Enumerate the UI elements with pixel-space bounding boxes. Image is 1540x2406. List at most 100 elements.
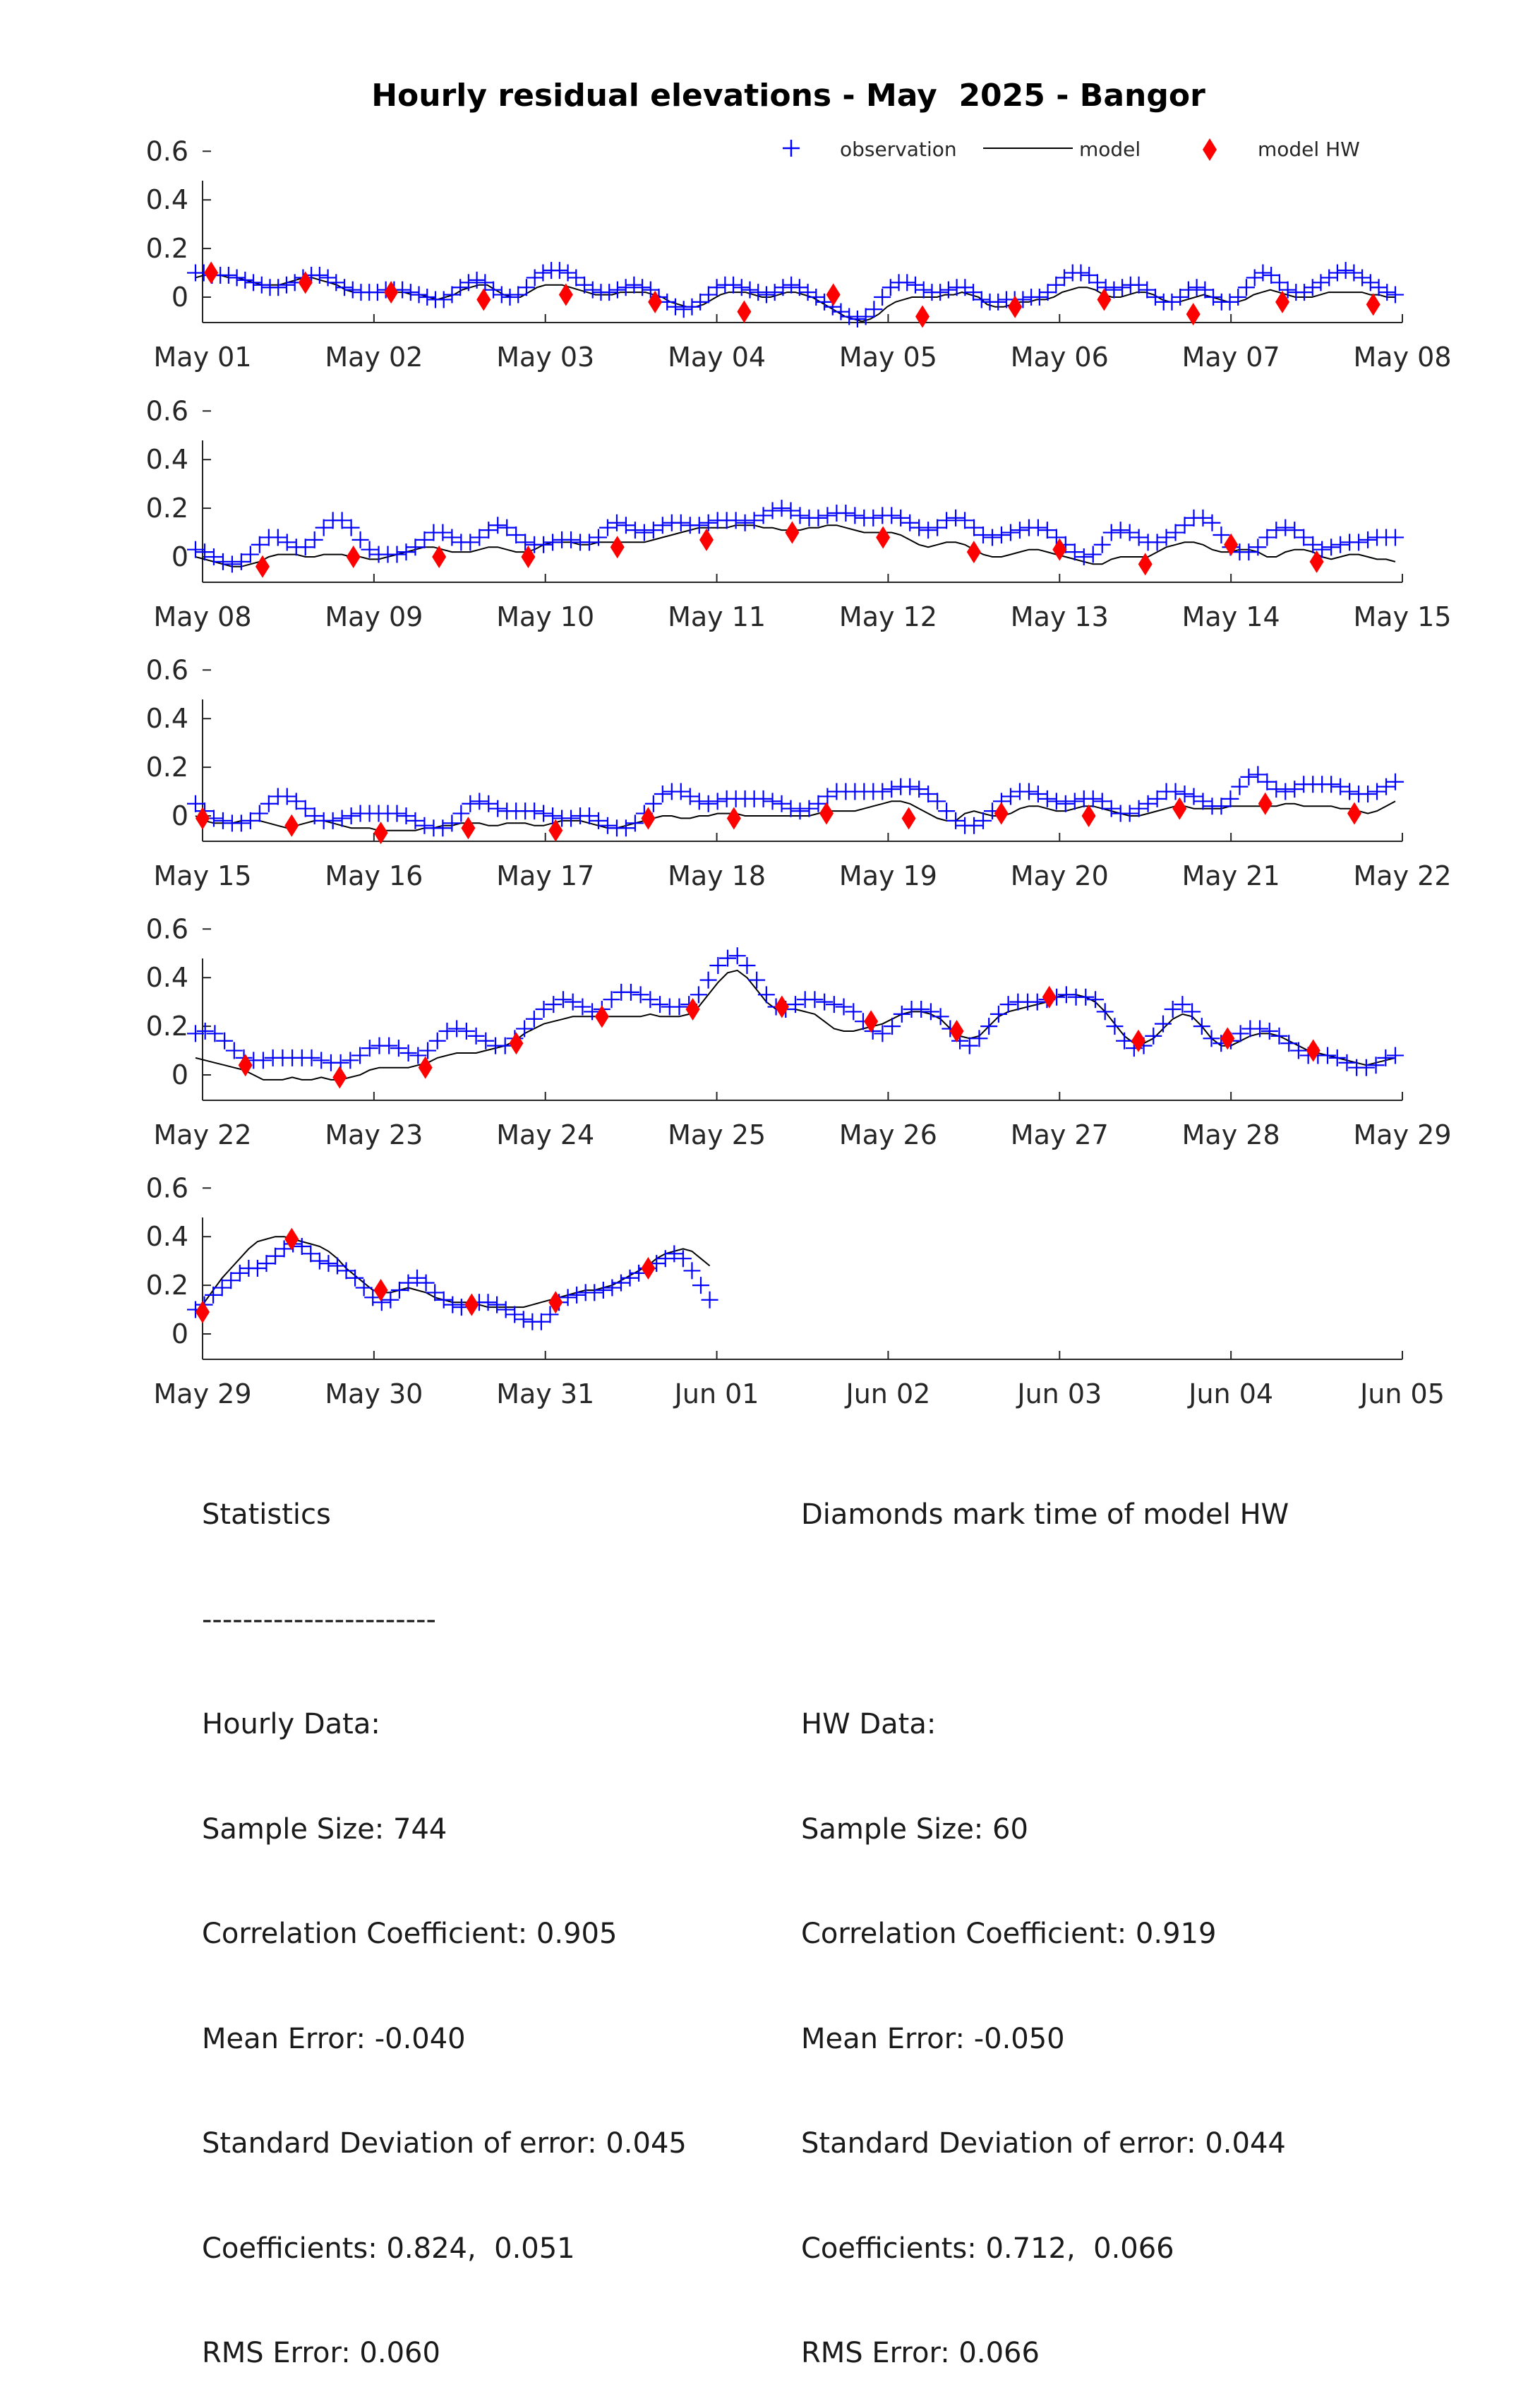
model-hw-marker [1306, 1039, 1321, 1062]
model-hw-marker [966, 541, 981, 564]
x-tick-label: Jun 03 [1016, 1378, 1102, 1409]
observation-point [956, 279, 974, 296]
observation-point [457, 1022, 475, 1040]
observation-point [1038, 522, 1056, 539]
model-hw-marker [558, 283, 573, 306]
observation-point [1194, 509, 1212, 527]
residual-elevation-chart: Hourly residual elevations - May 2025 - … [146, 78, 1452, 1409]
observation-point [438, 1022, 456, 1040]
observation-point [920, 785, 937, 802]
y-tick-label: 0.4 [146, 1221, 188, 1252]
observation-point [589, 812, 607, 829]
hw-rms-error: RMS Error: 0.066 [801, 2337, 1040, 2369]
observation-point [699, 514, 717, 531]
model-hw-marker [641, 1256, 656, 1280]
observation-point [1121, 805, 1138, 822]
observation-point [559, 1289, 577, 1306]
observation-point [399, 1274, 417, 1292]
observation-point [773, 795, 790, 812]
observation-point [901, 778, 919, 795]
x-tick-label: May 31 [496, 1378, 594, 1409]
observation-point [672, 783, 690, 800]
model-hw-marker [548, 819, 563, 842]
observation-point [865, 509, 882, 527]
x-tick-label: May 11 [668, 601, 766, 632]
observation-point [488, 1296, 506, 1313]
observation-point [382, 1291, 399, 1309]
model-hw-marker [1008, 295, 1023, 318]
observation-point [344, 281, 361, 299]
observation-point [388, 546, 406, 563]
observation-point [544, 807, 562, 824]
model-hw-marker [476, 288, 491, 311]
observation-point [692, 293, 709, 311]
observation-point [806, 991, 824, 1009]
observation-point [1121, 524, 1138, 541]
x-tick-label: May 29 [1354, 1119, 1452, 1150]
observation-point [489, 800, 507, 817]
observation-point [1221, 293, 1239, 311]
observation-point [471, 529, 488, 546]
observation-point [351, 1047, 369, 1064]
observation-point [1231, 778, 1249, 795]
x-tick-label: May 07 [1182, 342, 1280, 373]
observation-point [563, 531, 580, 548]
x-tick-label: May 01 [154, 342, 252, 373]
observation-point [754, 790, 772, 807]
observation-point [223, 555, 241, 573]
observation-point [1176, 517, 1193, 534]
observation-point [728, 947, 746, 965]
observation-point [1047, 529, 1065, 546]
observation-point [1179, 281, 1197, 299]
observation-point [1280, 1035, 1298, 1052]
legend-model: model [983, 138, 1141, 161]
observation-point [666, 1245, 683, 1263]
observation-point [236, 271, 254, 289]
observation-point [1328, 264, 1346, 282]
observation-point [699, 795, 717, 812]
observation-point [231, 1264, 248, 1282]
observation-point [667, 298, 684, 315]
model-hw-marker [1042, 985, 1057, 1009]
observation-point [956, 512, 974, 529]
observation-point [857, 308, 874, 325]
observation-point [337, 1262, 355, 1280]
observation-point [1387, 773, 1404, 790]
hourly-data-label: Hourly Data: [202, 1708, 380, 1740]
observation-point [892, 509, 910, 527]
observation-point [380, 1037, 398, 1054]
observation-point [1368, 783, 1386, 800]
y-tick-label: 0.4 [146, 184, 188, 215]
observation-point [748, 971, 766, 989]
observation-point [1261, 1022, 1278, 1040]
observation-point [816, 293, 834, 311]
model-hw-marker [204, 261, 219, 284]
model-hw-marker [915, 305, 930, 328]
observation-point [333, 512, 351, 529]
observation-point [214, 553, 231, 570]
observation-point [874, 289, 891, 306]
hourly-correlation: Correlation Coefficient: 0.905 [202, 1918, 618, 1950]
observation-point [581, 807, 598, 824]
observation-point [965, 519, 983, 536]
observation-point [1185, 788, 1203, 805]
observation-point [342, 807, 360, 824]
observation-point [477, 1032, 495, 1049]
observation-point [564, 993, 582, 1011]
observation-point [603, 1279, 621, 1297]
observation-point [644, 795, 662, 812]
x-tick-label: May 26 [839, 1119, 937, 1150]
y-tick-label: 0.2 [146, 1270, 188, 1301]
x-tick-label: May 19 [839, 860, 937, 891]
y-tick-label: 0.4 [146, 962, 188, 993]
observation-point [939, 281, 957, 299]
observation-point [932, 1008, 949, 1025]
observation-point [1039, 284, 1057, 301]
observation-point [1312, 274, 1330, 291]
observation-point [278, 788, 296, 805]
y-tick-label: 0.2 [146, 493, 188, 524]
observation-point [222, 1272, 240, 1289]
observation-point [1130, 800, 1148, 817]
observation-point [882, 279, 899, 296]
model-hw-marker [774, 995, 789, 1018]
